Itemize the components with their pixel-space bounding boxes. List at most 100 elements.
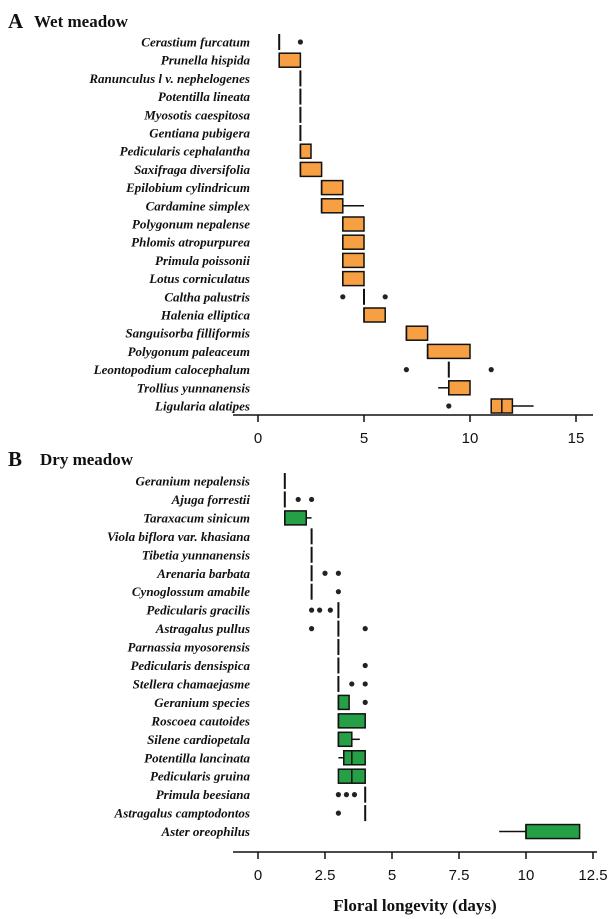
species-row: Ajuga forrestii — [171, 491, 315, 508]
species-label: Cardamine simplex — [146, 198, 251, 213]
species-label: Sanguisorba filliformis — [125, 326, 250, 341]
outlier-point — [317, 607, 323, 613]
outlier-point — [295, 496, 301, 503]
outlier-point — [403, 367, 409, 373]
species-row: Pedicularis densispica — [130, 657, 368, 674]
outlier-point — [335, 792, 341, 798]
x-tick-label: 0 — [254, 430, 262, 447]
species-label: Caltha palustris — [164, 289, 250, 304]
species-row: Primula poissonii — [155, 252, 365, 269]
species-row: Leontopodium calocephalum — [93, 361, 494, 378]
x-tick-label: 7.5 — [449, 867, 470, 884]
species-row: Tibetia yunnanensis — [142, 546, 313, 563]
box — [278, 52, 302, 68]
species-label: Tibetia yunnanensis — [142, 547, 250, 562]
species-label: Astragalus camptodontos — [114, 806, 250, 821]
species-row: Gentiana pubigera — [149, 125, 302, 141]
box — [363, 307, 386, 323]
species-row: Parnassia myosorensis — [128, 639, 340, 656]
species-row: Ranunculus l v. nephelogenes — [88, 70, 302, 87]
species-row: Taraxacum sinicum — [143, 510, 312, 526]
outlier-point — [327, 607, 333, 613]
panel-letter: A — [8, 9, 24, 33]
x-tick-label: 0 — [254, 867, 262, 884]
box — [299, 161, 323, 178]
species-label: Myosotis caespitosa — [143, 107, 250, 122]
species-label: Silene cardiopetala — [147, 732, 250, 747]
outlier-point — [488, 367, 494, 373]
species-label: Parnassia myosorensis — [128, 640, 250, 655]
box — [320, 179, 344, 196]
species-label: Primula poissonii — [155, 253, 250, 268]
x-axis-label: Floral longevity (days) — [333, 896, 496, 915]
species-row: Potentilla lancinata — [144, 750, 366, 766]
species-row: Ligularia alatipes — [154, 398, 534, 414]
outlier-point — [362, 626, 368, 632]
species-row: Astragalus pullus — [155, 620, 368, 637]
species-label: Potentilla lancinata — [144, 750, 250, 765]
species-row: Roscoea cautoides — [150, 713, 366, 729]
species-row: Aster oreophilus — [161, 823, 581, 840]
panel-title: Dry meadow — [40, 450, 134, 469]
x-tick-label: 5 — [360, 430, 368, 447]
species-label: Ajuga forrestii — [171, 492, 251, 507]
species-label: Prunella hispida — [161, 53, 251, 68]
species-label: Aster oreophilus — [161, 824, 251, 839]
species-label: Pedicularis gruina — [150, 769, 251, 784]
species-label: Saxifraga diversifolia — [134, 162, 250, 177]
species-row: Pedicularis cephalantha — [120, 143, 312, 159]
box — [337, 694, 350, 711]
species-row: Sanguisorba filliformis — [125, 325, 429, 341]
box — [299, 143, 312, 159]
x-tick-label: 10 — [462, 430, 479, 447]
species-label: Taraxacum sinicum — [143, 510, 250, 525]
species-label: Epilobium cylindricum — [125, 180, 250, 195]
outlier-point — [362, 699, 368, 706]
species-row: Geranium nepalensis — [136, 473, 286, 489]
species-label: Potentilla lineata — [158, 89, 251, 104]
x-tick-label: 15 — [568, 430, 585, 447]
species-row: Caltha palustris — [164, 288, 388, 305]
species-row: Epilobium cylindricum — [125, 179, 344, 196]
panel-A: A Wet meadow Cerastium furcatum Prunella hi… — [8, 9, 593, 447]
species-row: Stellera chamaejasme — [133, 675, 368, 692]
species-label: Gentiana pubigera — [149, 126, 250, 141]
species-row: Myosotis caespitosa — [143, 106, 302, 123]
species-row: Prunella hispida — [161, 52, 302, 68]
panel-letter: B — [8, 447, 22, 471]
outlier-point — [335, 570, 341, 576]
outlier-point — [335, 589, 341, 595]
species-label: Astragalus pullus — [155, 621, 250, 636]
species-row: Cerastium furcatum — [141, 34, 303, 50]
x-tick-label: 12.5 — [578, 867, 607, 884]
outlier-point — [340, 294, 346, 300]
box — [448, 380, 471, 396]
x-tick-label: 5 — [388, 867, 396, 884]
outlier-point — [349, 681, 355, 687]
species-label: Cynoglossum amabile — [132, 584, 250, 599]
species-label: Lotus corniculatus — [148, 271, 250, 286]
species-label: Pedicularis densispica — [130, 658, 250, 673]
outlier-point — [322, 570, 328, 576]
species-label: Viola biflora var. khasiana — [107, 529, 251, 544]
species-row: Astragalus camptodontos — [114, 805, 367, 822]
box — [343, 750, 366, 766]
species-row: Cardamine simplex — [146, 198, 364, 214]
species-label: Polygonum paleaceum — [128, 344, 250, 359]
outlier-point — [362, 681, 368, 687]
species-row: Saxifraga diversifolia — [134, 161, 323, 178]
species-row: Pedicularis gracilis — [146, 602, 340, 619]
x-tick-label: 10 — [518, 867, 535, 884]
species-label: Pedicularis cephalantha — [120, 144, 251, 159]
species-row: Polygonum nepalense — [132, 216, 365, 232]
species-label: Geranium nepalensis — [136, 474, 251, 489]
panel-title: Wet meadow — [34, 12, 129, 31]
species-row: Pedicularis gruina — [150, 768, 366, 784]
species-row: Lotus corniculatus — [148, 270, 365, 287]
outlier-point — [446, 403, 452, 409]
species-label: Halenia elliptica — [160, 308, 251, 323]
species-row: Arenaria barbata — [156, 565, 341, 582]
box — [342, 234, 365, 250]
outlier-point — [309, 607, 315, 613]
box — [337, 731, 353, 748]
